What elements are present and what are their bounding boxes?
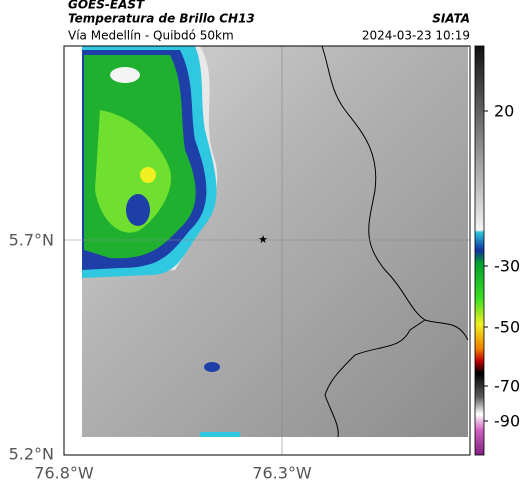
colorbar-ticks: 20 -30 -50 -70 -90	[484, 102, 520, 431]
agency: SIATA	[432, 12, 470, 26]
source: GOES-EAST	[68, 0, 145, 12]
route: Vía Medellín - Quibdó 50km	[68, 29, 234, 43]
colorbar-tick-label: -90	[494, 412, 520, 431]
colorbar-tick-label: -30	[494, 257, 520, 276]
timestamp: 2024-03-23 10:19	[362, 29, 470, 43]
map-image	[64, 45, 470, 455]
location-marker: ★	[258, 233, 268, 246]
colorbar-tick-label: -50	[494, 318, 520, 337]
lon-label: 76.8°W	[34, 464, 94, 483]
colorbar-tick-label: -70	[494, 377, 520, 396]
colorbar	[474, 45, 485, 456]
title: Temperatura de Brillo CH13	[68, 12, 255, 26]
colorbar-tick-label: 20	[494, 102, 514, 121]
map-frame	[63, 45, 471, 456]
lon-label: 76.3°W	[252, 464, 312, 483]
lat-label: 5.7°N	[9, 231, 54, 250]
lat-label: 5.2°N	[9, 445, 54, 464]
